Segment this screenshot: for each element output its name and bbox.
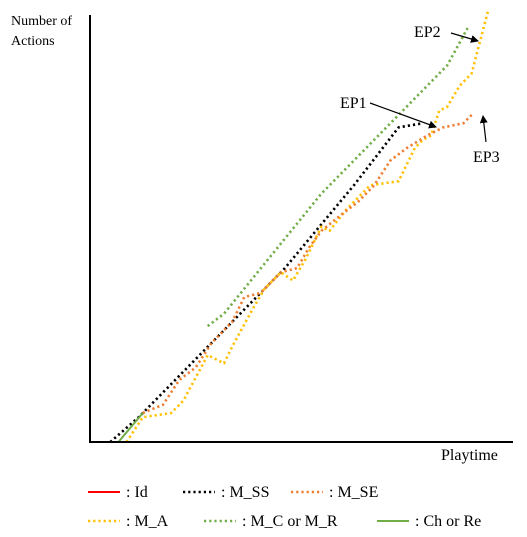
series-layer xyxy=(90,11,488,442)
legend-label-ch-or-re: : Ch or Re xyxy=(415,513,481,530)
legend: : Id : M_SS : M_SE : M_A : M_C or M_R : Ch or… xyxy=(88,484,481,530)
y-axis-label-line-2: Actions xyxy=(11,34,55,49)
series-line-m-ss xyxy=(110,123,423,442)
annotation-ep3: EP3 xyxy=(473,149,500,166)
annotation-ep3-arrow xyxy=(483,116,486,142)
series-line-m-se xyxy=(143,115,472,413)
annotation-layer: EP1 EP2 EP3 xyxy=(340,24,500,166)
legend-label-m-ss: : M_SS xyxy=(221,484,269,501)
annotation-ep1-arrow xyxy=(370,103,436,127)
legend-label-m-se: : M_SE xyxy=(329,484,378,501)
legend-label-m-c-or-m-r: : M_C or M_R xyxy=(242,513,338,530)
y-axis-label-line-1: Number of xyxy=(11,14,72,29)
x-axis-label: Playtime xyxy=(441,447,498,464)
legend-label-m-a: : M_A xyxy=(126,513,169,530)
legend-label-id: : Id xyxy=(126,484,148,501)
series-line-m-c-or-m-r xyxy=(208,28,468,326)
annotation-ep2: EP2 xyxy=(414,24,441,41)
annotation-ep1: EP1 xyxy=(340,95,367,112)
